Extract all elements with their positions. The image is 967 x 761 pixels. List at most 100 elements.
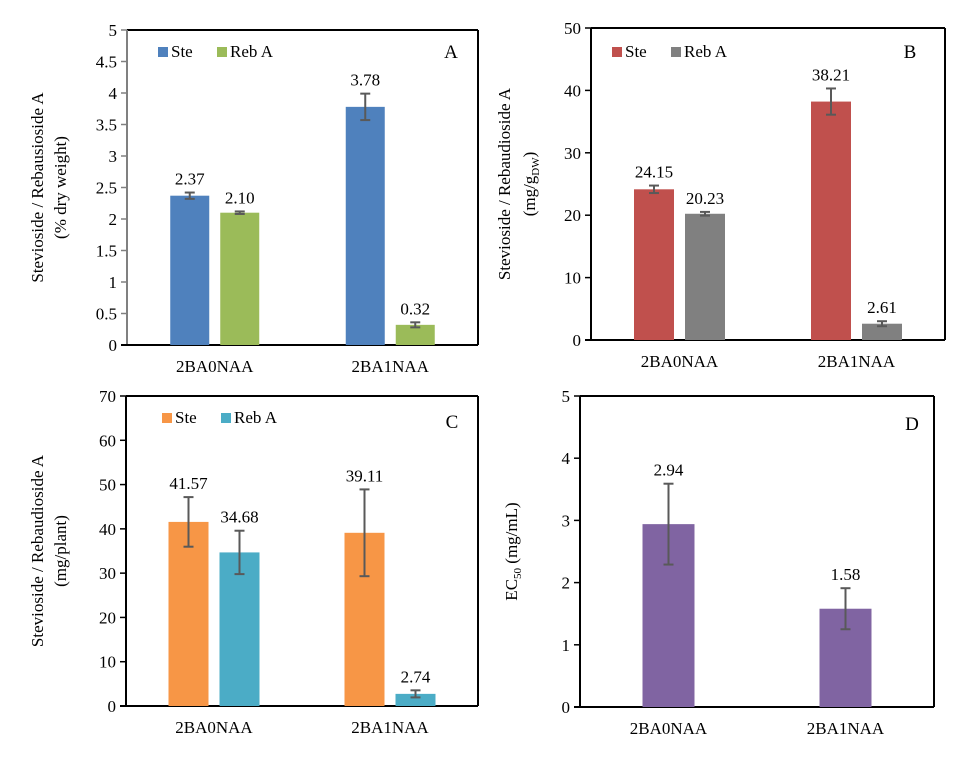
- y-tick-label: 0: [109, 336, 118, 355]
- legend-entry: Ste: [625, 42, 647, 61]
- y-tick-label: 0: [108, 697, 117, 716]
- x-tick-label: 2BA0NAA: [175, 718, 253, 737]
- legend-entry: Reb A: [234, 408, 278, 427]
- y-tick-label: 10: [564, 269, 581, 288]
- y-tick-label: 70: [99, 387, 116, 406]
- legend-swatch: [217, 47, 227, 57]
- y-tick-label: 1.5: [96, 242, 117, 261]
- y-axis-label-line2: (% dry weight): [51, 136, 70, 239]
- y-tick-label: 30: [99, 564, 116, 583]
- data-label: 38.21: [812, 65, 850, 84]
- y-axis-label-line2: (mg/gDW): [520, 152, 542, 217]
- x-tick-label: 2BA1NAA: [352, 357, 430, 376]
- panel-label: D: [905, 414, 919, 435]
- legend-swatch: [612, 47, 622, 57]
- x-tick-label: 2BA1NAA: [351, 718, 429, 737]
- bar-reb-a-2ba1naa: [395, 324, 435, 345]
- chart-panel-a: 0 0.5 1 1.5 2 2.5 3 3.5 4 4.5 5 2.37 2.10 2BA0NAA 3.78…: [28, 21, 479, 376]
- y-tick-label: 1: [109, 273, 118, 292]
- y-tick-label: 10: [99, 653, 116, 672]
- legend-swatch: [671, 47, 681, 57]
- bar-ste-2ba0naa: [170, 195, 210, 345]
- data-label: 34.68: [220, 508, 258, 527]
- chart-panel-d: 0 1 2 3 4 5 2.94 2BA0NAA 1.58 2BA1NAA D EC50 (mg/mL…: [502, 387, 935, 738]
- x-tick-label: 2BA0NAA: [176, 357, 254, 376]
- y-tick-label: 40: [99, 520, 116, 539]
- error-bar: [234, 210, 245, 215]
- y-axis-label: EC50 (mg/mL): [502, 502, 524, 600]
- y-tick-label: 4: [562, 449, 571, 468]
- error-bar: [359, 488, 370, 578]
- x-tick-label: 2BA0NAA: [641, 352, 719, 371]
- error-bar: [234, 529, 245, 576]
- bar-reb-a-2ba0naa: [685, 213, 725, 340]
- error-bar: [649, 184, 659, 195]
- y-tick-label: 20: [564, 206, 581, 225]
- data-label: 20.23: [686, 189, 724, 208]
- legend-swatch: [158, 47, 168, 57]
- error-bar: [700, 210, 710, 217]
- data-label: 2.10: [225, 188, 255, 207]
- y-tick-label: 5: [109, 21, 118, 40]
- error-bar: [410, 689, 421, 699]
- bar-reb-a-2ba0naa: [219, 552, 260, 706]
- y-axis-label-line2: (mg/plant): [51, 515, 70, 587]
- y-tick-label: 2: [109, 210, 118, 229]
- data-label: 3.78: [350, 71, 380, 90]
- x-tick-label: 2BA0NAA: [630, 719, 708, 738]
- y-tick-label: 50: [564, 19, 581, 38]
- y-tick-label: 50: [99, 476, 116, 495]
- y-tick-label: 4.5: [96, 53, 117, 72]
- y-axis-label-line1: Stevioside / Rebaudioside A: [495, 87, 514, 280]
- data-label: 2.74: [401, 667, 431, 686]
- error-bar: [826, 87, 836, 116]
- bar-ste-2ba1naa: [345, 106, 385, 345]
- error-bar: [663, 482, 674, 566]
- data-label: 2.94: [654, 461, 684, 480]
- error-bar: [877, 320, 887, 328]
- y-tick-label: 4: [109, 84, 118, 103]
- y-tick-label: 60: [99, 431, 116, 450]
- bar-reb-a-2ba1naa: [862, 323, 902, 340]
- legend-entry: Reb A: [684, 42, 728, 61]
- error-bar: [183, 496, 194, 548]
- x-tick-label: 2BA1NAA: [807, 719, 885, 738]
- x-tick-label: 2BA1NAA: [818, 352, 896, 371]
- bar-ste-2ba1naa: [811, 101, 851, 340]
- chart-panel-b: 0 10 20 30 40 50 24.15 20.23 2BA0NAA 38.21 2.61 2BA…: [495, 19, 946, 371]
- error-bar: [360, 92, 371, 122]
- y-tick-label: 5: [562, 387, 571, 406]
- y-tick-label: 2.5: [96, 179, 117, 198]
- bar-reb-a-2ba1naa: [395, 693, 436, 706]
- panel-label: A: [444, 42, 458, 63]
- chart-panel-c: 0 10 20 30 40 50 60 70 41.57 34.68 2BA0NAA 39.11 2.7…: [28, 387, 479, 737]
- data-label: 39.11: [346, 466, 384, 485]
- y-tick-label: 3.5: [96, 116, 117, 135]
- data-label: 24.15: [635, 163, 673, 182]
- y-axis-label-line1: Stevioside / Rebaudioside A: [28, 454, 47, 647]
- legend-swatch: [162, 413, 172, 423]
- data-label: 0.32: [400, 299, 430, 318]
- y-tick-label: 0: [562, 698, 571, 717]
- bar-ste-2ba0naa: [634, 189, 674, 340]
- legend-swatch: [221, 413, 231, 423]
- panel-label: B: [904, 42, 917, 63]
- bar-reb-a-2ba0naa: [220, 212, 260, 345]
- error-bar: [184, 191, 195, 200]
- y-tick-label: 0.5: [96, 305, 117, 324]
- y-tick-label: 1: [562, 636, 571, 655]
- y-tick-label: 30: [564, 144, 581, 163]
- data-label: 1.58: [831, 565, 861, 584]
- y-tick-label: 2: [562, 574, 571, 593]
- y-tick-label: 3: [109, 147, 118, 166]
- data-label: 2.37: [175, 170, 205, 189]
- legend-entry: Ste: [171, 42, 193, 61]
- y-tick-label: 20: [99, 608, 116, 627]
- y-axis-label-line1: Stevioside / Rebausioside A: [28, 92, 47, 283]
- error-bar: [410, 321, 421, 329]
- legend-entry: Reb A: [230, 42, 274, 61]
- panel-label: C: [446, 412, 459, 433]
- y-tick-label: 40: [564, 81, 581, 100]
- y-tick-label: 3: [562, 511, 571, 530]
